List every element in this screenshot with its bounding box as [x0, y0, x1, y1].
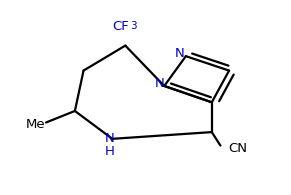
Text: N: N: [155, 77, 164, 90]
Text: 3: 3: [130, 21, 137, 31]
Text: N: N: [175, 47, 185, 60]
Text: CN: CN: [228, 142, 247, 155]
Text: CF: CF: [112, 20, 129, 33]
Text: Me: Me: [26, 118, 46, 131]
Text: N: N: [104, 132, 114, 145]
Text: H: H: [104, 145, 114, 158]
